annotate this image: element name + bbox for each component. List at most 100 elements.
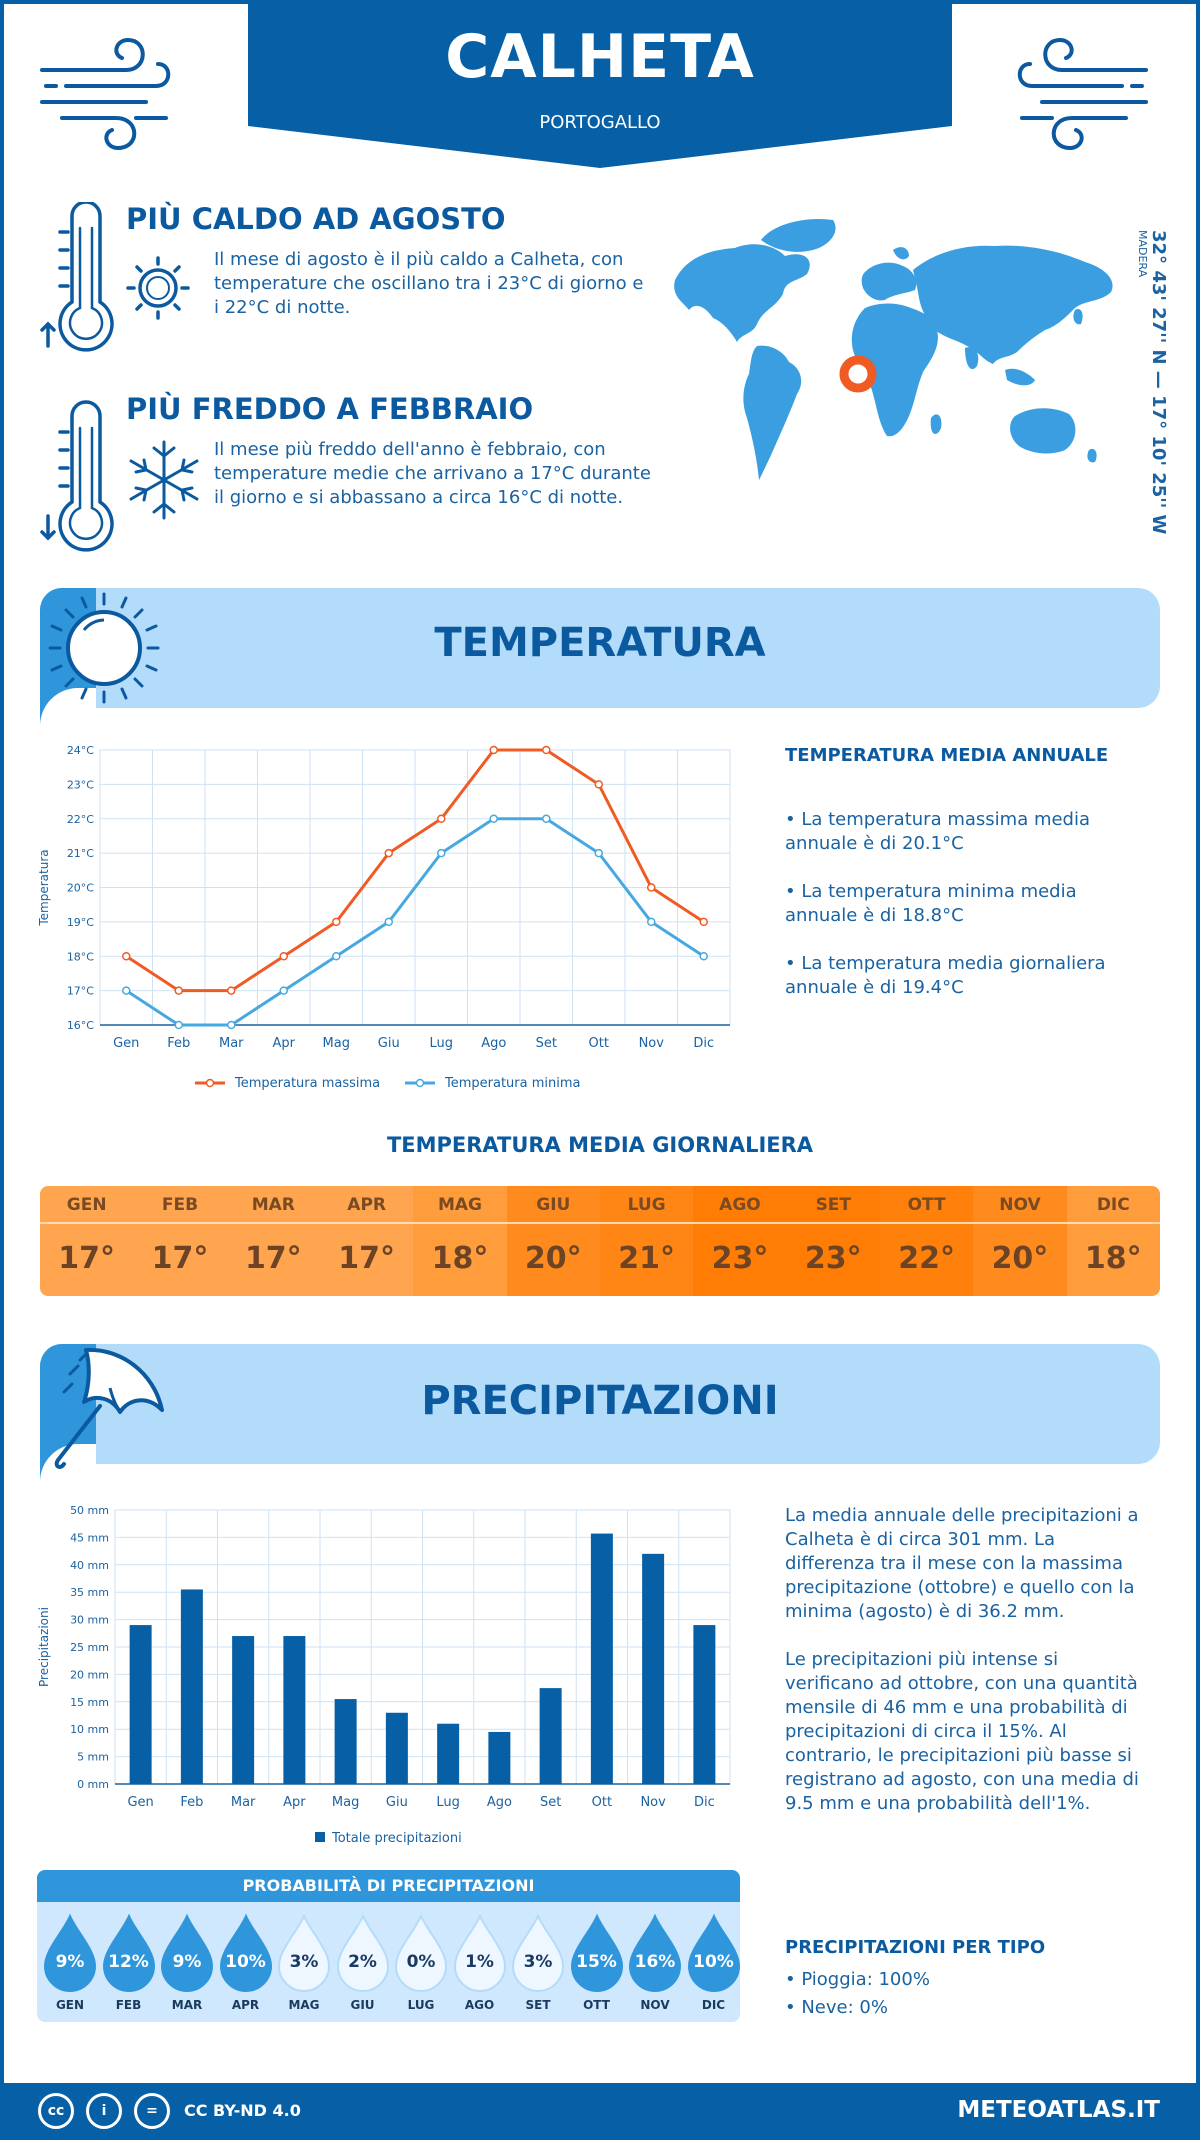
y-tick-label: 17°C xyxy=(67,985,94,998)
data-point xyxy=(647,883,656,892)
data-point xyxy=(489,814,498,823)
x-tick-label: Gen xyxy=(127,1795,153,1810)
precipitation-chart: 0 mm 5 mm 10 mm 15 mm 20 mm 25 mm 30 mm 35 mm 40… xyxy=(37,1504,731,1846)
x-tick-label: Lug xyxy=(436,1795,460,1810)
coldest-text: Il mese più freddo dell'anno è febbraio,… xyxy=(214,439,651,508)
temperature-chart: 16°C 17°C 18°C 19°C 20°C 21°C 22°C 23°C 24°C Gen F… xyxy=(37,744,731,1091)
probability-value: 16% xyxy=(634,1952,676,1972)
daily-temp-month: GIU xyxy=(506,1186,600,1224)
data-point xyxy=(542,745,551,755)
raindrop-icon xyxy=(453,1913,506,1992)
daily-temp-cell: MAG 18° xyxy=(413,1186,507,1296)
page-subtitle: PORTOGALLO xyxy=(539,112,661,133)
probability-drop: 9% GEN xyxy=(43,1913,97,2012)
precipitation-bar xyxy=(590,1533,613,1784)
x-tick-label: Apr xyxy=(273,1036,296,1051)
site-link[interactable]: METEOATLAS.IT xyxy=(957,2097,1160,2123)
probability-drop: 10% DIC xyxy=(687,1913,741,2012)
daily-temp-month: LUG xyxy=(599,1186,694,1224)
world-map xyxy=(674,218,1113,480)
precipitation-bar xyxy=(385,1712,408,1784)
probability-drop: 3% SET xyxy=(511,1913,565,2012)
probability-month: SET xyxy=(525,1998,551,2012)
precipitation-bar xyxy=(232,1636,255,1784)
data-point xyxy=(174,986,183,995)
probability-drop: 1% AGO xyxy=(453,1913,507,2012)
x-tick-label: Ago xyxy=(481,1036,506,1051)
daily-temp-value: 21° xyxy=(618,1241,675,1276)
precipitation-summary-panel: La media annuale delle precipitazioni a … xyxy=(785,1504,1145,1816)
probability-value: 9% xyxy=(55,1952,85,1972)
daily-temp-value: 17° xyxy=(58,1241,116,1276)
data-point xyxy=(699,952,708,961)
daily-temp-cell: GIU 20° xyxy=(506,1186,600,1296)
raindrop-icon xyxy=(43,1913,97,1992)
precipitation-bar xyxy=(539,1688,562,1784)
series-line-min xyxy=(125,817,705,1027)
probability-month: FEB xyxy=(115,1998,142,2012)
data-point xyxy=(594,848,603,858)
cc-license-icon[interactable]: cc xyxy=(38,2093,74,2129)
rain-share: • Pioggia: 100% xyxy=(785,1969,930,1990)
y-tick-label: 20°C xyxy=(67,882,94,895)
precipitation-type-panel: PRECIPITAZIONI PER TIPO • Pioggia: 100% … xyxy=(785,1936,1145,2020)
coldest-heading: PIÙ FREDDO A FEBBRAIO xyxy=(126,392,534,426)
x-tick-label: Ott xyxy=(589,1036,609,1051)
precipitation-bar xyxy=(642,1553,665,1784)
legend-marker xyxy=(205,1078,215,1088)
annual-min-temp: • La temperatura minima media annuale è … xyxy=(785,881,1077,926)
warmest-text: Il mese di agosto è il più caldo a Calhe… xyxy=(214,249,644,318)
precipitation-bar xyxy=(129,1625,152,1784)
y-tick-label: 0 mm xyxy=(77,1778,109,1791)
precipitation-probability-heading: PROBABILITÀ DI PRECIPITAZIONI xyxy=(37,1870,740,1902)
probability-value: 1% xyxy=(465,1952,494,1972)
daily-temp-value: 18° xyxy=(431,1241,489,1276)
daily-temp-cell: GEN 17° xyxy=(40,1186,134,1296)
probability-drop: 2% GIU xyxy=(336,1913,390,2012)
daily-temperature-table: GEN 17° FEB 17° MAR 17° APR 17° MAG 18° GIU 20° LUG 2… xyxy=(40,1186,1160,1296)
location-marker-icon xyxy=(839,355,877,393)
y-tick-label: 22°C xyxy=(67,813,94,826)
no-derivatives-icon[interactable]: = xyxy=(134,2093,170,2129)
probability-value: 10% xyxy=(693,1952,734,1972)
legend-label: Temperatura minima xyxy=(444,1076,581,1091)
probability-value: 15% xyxy=(576,1952,617,1972)
daily-temp-value: 17° xyxy=(151,1241,209,1276)
x-tick-label: Dic xyxy=(694,1795,715,1810)
daily-temp-month: DIC xyxy=(1066,1186,1160,1224)
raindrop-icon xyxy=(570,1913,623,1992)
daily-temp-month: MAG xyxy=(413,1186,507,1224)
raindrop-icon xyxy=(628,1913,682,1992)
y-tick-label: 18°C xyxy=(67,950,94,963)
data-point xyxy=(332,917,341,927)
cold-thermometer-icon xyxy=(40,400,199,552)
data-point xyxy=(594,780,603,789)
hot-thermometer-icon xyxy=(40,202,190,352)
x-tick-label: Giu xyxy=(386,1795,408,1810)
probability-drop: 15% OTT xyxy=(570,1913,624,2012)
daily-temp-value: 17° xyxy=(338,1241,396,1276)
y-tick-label: 35 mm xyxy=(70,1586,109,1599)
probability-drop: 0% LUG xyxy=(394,1913,448,2012)
attribution-icon[interactable]: i xyxy=(86,2093,122,2129)
annual-temperature-panel: TEMPERATURA MEDIA ANNUALE • La temperatu… xyxy=(785,744,1145,1024)
footer: cc i = CC BY-ND 4.0 METEOATLAS.IT xyxy=(0,2083,1200,2140)
license-label[interactable]: CC BY-ND 4.0 xyxy=(184,2101,301,2120)
raindrop-icon xyxy=(277,1913,331,1992)
precipitation-bar xyxy=(693,1625,716,1784)
x-tick-label: Mar xyxy=(219,1036,244,1051)
x-tick-label: Gen xyxy=(113,1036,139,1051)
x-tick-label: Nov xyxy=(639,1036,665,1051)
precipitation-summary-2: Le precipitazioni più intense si verific… xyxy=(785,1649,1139,1814)
y-tick-label: 24°C xyxy=(67,744,94,757)
precipitation-bar xyxy=(437,1723,460,1784)
daily-temp-cell: MAR 17° xyxy=(226,1186,320,1296)
umbrella-rain-icon xyxy=(54,1347,164,1469)
y-tick-label: 25 mm xyxy=(70,1641,109,1654)
y-tick-label: 19°C xyxy=(67,916,94,929)
data-point xyxy=(384,917,393,927)
x-tick-label: Mar xyxy=(231,1795,256,1810)
data-point xyxy=(647,917,656,927)
data-point xyxy=(122,952,131,961)
annual-mean-temp: • La temperatura media giornaliera annua… xyxy=(785,953,1106,998)
